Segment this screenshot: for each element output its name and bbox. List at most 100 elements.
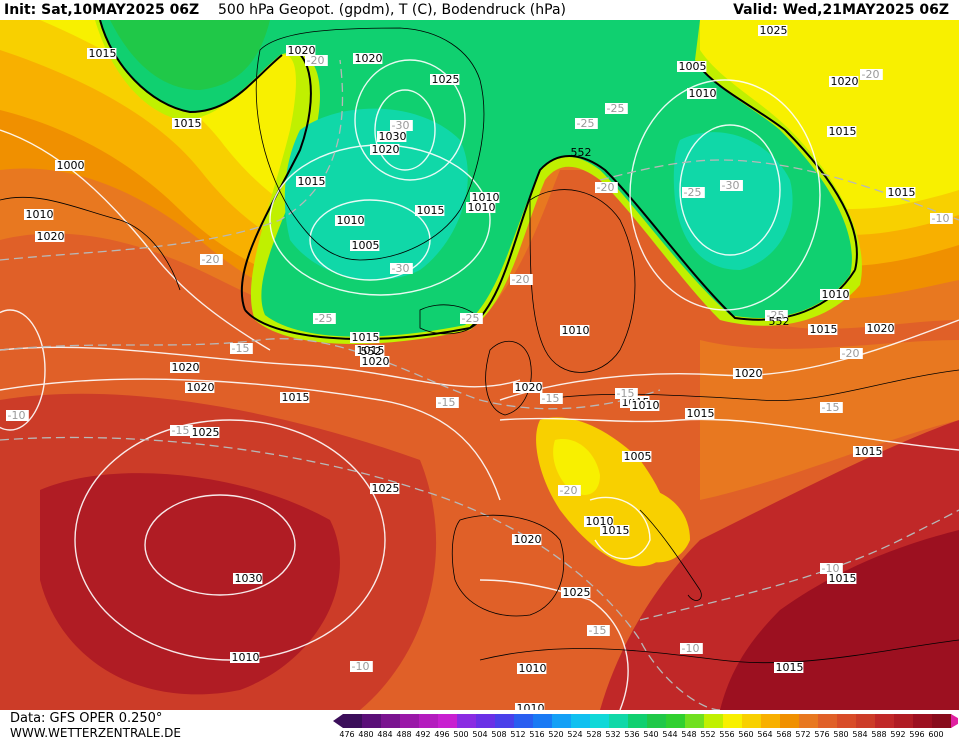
pressure-label: 1020: [362, 355, 390, 368]
colorbar-swatch: [457, 714, 477, 728]
contour-552-east: [697, 64, 858, 271]
pressure-label: 1020: [735, 367, 763, 380]
temperature-label-box: [460, 313, 483, 324]
temperature-label-box: [230, 343, 253, 354]
temperature-label: -10: [8, 409, 26, 422]
data-source: Data: GFS OPER 0.250°: [10, 711, 163, 726]
temperature-label-box: [765, 310, 788, 321]
colorbar-tick-label: 484: [377, 730, 393, 739]
isobar-1020-atlantic: [0, 378, 501, 501]
temperature-label: -15: [438, 396, 456, 409]
colorbar-swatch: [856, 714, 876, 728]
pressure-label: 1010: [337, 214, 365, 227]
colorbar-swatch: [913, 714, 933, 728]
pressure-label-box: [758, 25, 788, 36]
colorbar: [333, 714, 958, 728]
temperature-label-box: [595, 182, 618, 193]
colorbar-tick-label: 516: [529, 730, 545, 739]
yellow-band: [40, 20, 959, 244]
map-title: 500 hPa Geopot. (gpdm), T (C), Bodendruc…: [218, 2, 566, 18]
colorbar-tick-label: 496: [434, 730, 450, 739]
colorbar-swatch: [476, 714, 496, 728]
temperature-label: -15: [542, 392, 560, 405]
pressure-label-box: [560, 325, 590, 336]
geopotential-label: 552: [769, 315, 790, 328]
colorbar-tick-label: 512: [510, 730, 526, 739]
pressure-label: 1015: [174, 117, 202, 130]
pressure-label-box: [865, 323, 895, 334]
temperature-label: -10: [932, 212, 950, 225]
temperature-label: -25: [462, 312, 480, 325]
coast-canada: [0, 196, 181, 291]
pressure-label-box: [185, 382, 215, 393]
colorbar-tick-label: 480: [358, 730, 374, 739]
pressure-label-box: [190, 427, 220, 438]
coast-iberia: [451, 514, 565, 617]
colorbar-swatch: [685, 714, 705, 728]
isobar-1015-north: [0, 346, 521, 388]
colorbar-tick-label: 552: [700, 730, 716, 739]
colorbar-swatch: [932, 714, 952, 728]
pressure-label: 1020: [514, 533, 542, 546]
pressure-label-box: [430, 74, 460, 85]
temperature-label-box: [615, 388, 638, 399]
colorbar-swatch: [780, 714, 800, 728]
temperature-label: -25: [607, 102, 625, 115]
pressure-label-box: [172, 118, 202, 129]
pressure-label-box: [733, 368, 763, 379]
colorbar-ticks: 476 480 484 488 492 496 500 504 508 512 516 520 524 5…: [339, 730, 950, 741]
isobar-high-1030-atlantic: [144, 494, 296, 596]
colorbar-swatch: [343, 714, 363, 728]
colorbar-tick-label: 572: [795, 730, 811, 739]
colorbar-tick-label: 548: [681, 730, 697, 739]
coast-italy: [639, 509, 702, 601]
temperature-label: -30: [722, 179, 740, 192]
temperature-label-box: [575, 118, 598, 129]
contour-552-west: [244, 155, 856, 341]
temperature-label-box: [390, 120, 413, 131]
isobar-low-1010-west: [0, 309, 46, 431]
temperature-label-box: [820, 563, 843, 574]
temperature-label: -20: [862, 68, 880, 81]
pressure-label-box: [415, 205, 445, 216]
colorbar-tick-label: 544: [662, 730, 678, 739]
colorbar-tick-label: 600: [928, 730, 944, 739]
isobar-high-1025-greenland: [354, 59, 466, 181]
pressure-label-box: [286, 45, 316, 56]
coast-europe: [539, 369, 959, 402]
pressure-label: 1015: [855, 445, 883, 458]
colorbar-swatch: [647, 714, 667, 728]
pressure-label-box: [515, 703, 545, 710]
pressure-label-box: [829, 76, 859, 87]
colorbar-tick-label: 528: [586, 730, 602, 739]
isobar-1015-europe: [499, 417, 959, 451]
temperature-label-box: [720, 180, 743, 191]
colorbar-tick-label: 564: [757, 730, 773, 739]
pressure-label-box: [808, 324, 838, 335]
coast-british-isles: [485, 340, 532, 416]
colorbar-swatch: [837, 714, 857, 728]
yellow-core-central-europe: [553, 439, 600, 495]
temperature-label-box: [605, 103, 628, 114]
pressure-label: 1015: [810, 323, 838, 336]
pressure-label: 1025: [372, 482, 400, 495]
colorbar-tick-label: 584: [852, 730, 868, 739]
colorbar-start-triangle: [333, 714, 343, 728]
temperature-label-box: [930, 213, 953, 224]
colorbar-tick-label: 556: [719, 730, 735, 739]
colorbar-tick-label: 592: [890, 730, 906, 739]
pressure-label: 1010: [468, 201, 496, 214]
pressure-label: 1010: [822, 288, 850, 301]
pressure-label-box: [355, 345, 385, 356]
pressure-label: 1015: [888, 186, 916, 199]
pressure-label: 1015: [352, 331, 380, 344]
colorbar-tick-label: 588: [871, 730, 887, 739]
temperature-label: -25: [684, 186, 702, 199]
pressure-label: 1025: [760, 24, 788, 37]
green-trough: [100, 20, 852, 337]
temperature-label: -10: [352, 660, 370, 673]
colorbar-swatch: [894, 714, 914, 728]
colorbar-swatch: [742, 714, 762, 728]
colorbar-swatch: [818, 714, 838, 728]
temperature-label-box: [510, 274, 533, 285]
